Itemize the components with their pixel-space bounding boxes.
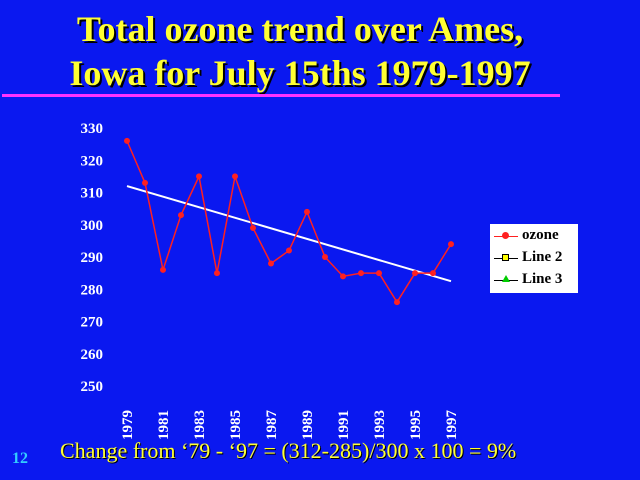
ozone-data-point xyxy=(322,254,328,260)
y-tick-label: 330 xyxy=(81,121,104,137)
change-calculation-text: Change from ‘79 - ‘97 = (312-285)/300 x … xyxy=(60,438,517,463)
ozone-data-point xyxy=(196,173,202,180)
legend-line-3-marker xyxy=(502,275,510,282)
legend-item-line-3: Line 3 xyxy=(490,270,578,290)
y-tick-label: 260 xyxy=(81,347,104,363)
ozone-series-line xyxy=(126,140,452,304)
y-tick-label: 270 xyxy=(81,315,104,331)
x-tick-label: 1991 xyxy=(336,410,352,440)
ozone-data-point xyxy=(340,273,346,280)
ozone-data-point xyxy=(304,208,310,215)
chart-legend: ozone Line 2 Line 3 xyxy=(490,224,578,293)
trend-line xyxy=(126,185,452,283)
ozone-data-point xyxy=(430,270,436,277)
x-tick-label: 1997 xyxy=(444,410,460,441)
y-tick-label: 250 xyxy=(81,379,104,395)
legend-line-2-marker xyxy=(502,254,509,261)
x-tick-label: 1985 xyxy=(228,410,244,440)
ozone-data-point xyxy=(376,270,382,277)
ozone-data-point xyxy=(232,173,238,180)
ozone-data-point xyxy=(124,137,130,144)
y-tick-label: 300 xyxy=(81,218,104,234)
x-tick-label: 1983 xyxy=(192,410,208,440)
legend-label-ozone: ozone xyxy=(522,227,559,243)
legend-item-ozone: ozone xyxy=(490,226,578,246)
y-tick-label: 310 xyxy=(81,186,104,202)
y-tick-label: 280 xyxy=(81,282,104,298)
legend-ozone-marker xyxy=(502,232,509,239)
ozone-data-point xyxy=(286,247,292,254)
ozone-data-point xyxy=(214,270,220,277)
ozone-data-point xyxy=(394,299,400,306)
slide-title-line-2: Iowa for July 15ths 1979-1997 xyxy=(69,53,531,93)
x-tick-label: 1989 xyxy=(300,410,316,440)
slide-title-line-1: Total ozone trend over Ames, xyxy=(76,9,524,49)
x-tick-label: 1981 xyxy=(156,410,172,440)
ozone-data-point xyxy=(412,270,418,277)
legend-label-line-2: Line 2 xyxy=(522,249,563,265)
legend-label-line-3: Line 3 xyxy=(522,271,563,287)
ozone-data-point xyxy=(142,179,148,186)
ozone-data-point xyxy=(268,260,274,267)
x-tick-label: 1979 xyxy=(120,410,136,440)
slide-number: 12 xyxy=(12,450,28,467)
x-tick-label: 1987 xyxy=(264,410,280,441)
x-tick-label: 1995 xyxy=(408,410,424,440)
y-tick-label: 290 xyxy=(81,250,104,266)
ozone-data-point xyxy=(160,266,166,273)
y-tick-label: 320 xyxy=(81,153,104,169)
ozone-data-point xyxy=(358,270,364,277)
ozone-data-point xyxy=(250,224,256,231)
x-tick-label: 1993 xyxy=(372,410,388,440)
ozone-data-point xyxy=(178,212,184,219)
legend-item-line-2: Line 2 xyxy=(490,248,578,268)
title-divider xyxy=(2,94,560,97)
ozone-data-point xyxy=(448,241,454,248)
